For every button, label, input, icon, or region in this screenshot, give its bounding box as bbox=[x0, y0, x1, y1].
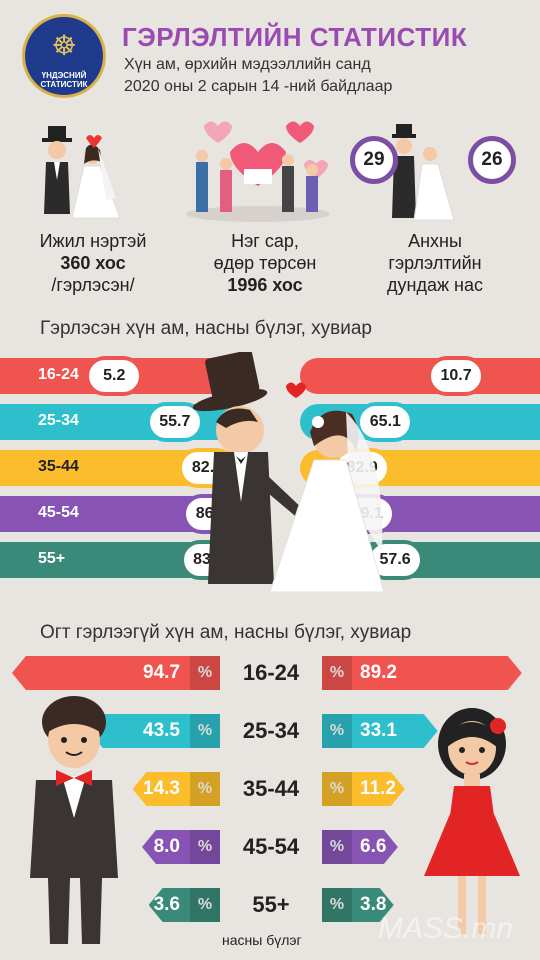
bride-groom-small-icon bbox=[392, 124, 455, 221]
married-category-label: 55+ bbox=[38, 550, 66, 567]
same-birthday-stat: Нэг сар, өдөр төрсөн 1996 хос bbox=[180, 230, 350, 296]
same-name-stat: Ижил нэртэй 360 хос /гэрлэсэн/ bbox=[18, 230, 168, 296]
hearts-crowd-icon bbox=[186, 121, 330, 222]
avg-age-line2: гэрлэлтийн bbox=[388, 253, 482, 273]
unmarried-male-pct: % bbox=[190, 656, 220, 690]
unmarried-male-pct: % bbox=[190, 830, 220, 864]
married-bar-right-16-24 bbox=[300, 358, 540, 394]
logo: ☸ ҮНДЭСНИЙ СТАТИСТИК bbox=[22, 14, 106, 98]
unmarried-female-bar: 89.2 bbox=[352, 656, 522, 690]
same-birthday-line2: өдөр төрсөн bbox=[213, 253, 317, 273]
married-category-label: 35-44 bbox=[38, 458, 79, 475]
unmarried-female-pct: % bbox=[322, 714, 352, 748]
unmarried-female-pct: % bbox=[322, 830, 352, 864]
boy-illustration bbox=[30, 696, 118, 944]
subtitle-1: Хүн ам, өрхийн мэдээллийн санд bbox=[124, 56, 371, 73]
same-birthday-line1: Нэг сар, bbox=[231, 231, 299, 251]
unmarried-category-label: 25-34 bbox=[242, 718, 300, 743]
logo-text-2: СТАТИСТИК bbox=[40, 80, 88, 89]
soyombo-icon: ☸ bbox=[51, 29, 77, 62]
unmarried-male-bar: 14.3 bbox=[132, 772, 190, 806]
age-group-footer: насны бүлэг bbox=[222, 932, 302, 948]
wedding-couple-icon bbox=[42, 126, 121, 219]
married-category-label: 25-34 bbox=[38, 412, 79, 429]
married-section-title: Гэрлэсэн хүн ам, насны бүлэг, хувиар bbox=[40, 318, 372, 339]
unmarried-female-pct: % bbox=[322, 772, 352, 806]
same-name-line1: Ижил нэртэй bbox=[39, 231, 147, 251]
same-birthday-line3: 1996 хос bbox=[227, 275, 303, 295]
unmarried-female-bar: 11.2 bbox=[352, 772, 405, 806]
female-avg-age-badge: 26 bbox=[468, 136, 516, 184]
unmarried-category-label: 35-44 bbox=[242, 776, 300, 801]
unmarried-female-pct: % bbox=[322, 888, 352, 922]
unmarried-male-pct: % bbox=[190, 714, 220, 748]
unmarried-male-bar: 3.6 bbox=[148, 888, 190, 922]
unmarried-female-bar: 33.1 bbox=[352, 714, 438, 748]
unmarried-category-label: 16-24 bbox=[242, 660, 300, 685]
married-male-value: 5.2 bbox=[85, 356, 144, 396]
unmarried-male-pct: % bbox=[190, 888, 220, 922]
married-female-value: 10.7 bbox=[427, 356, 486, 396]
avg-age-line1: Анхны bbox=[408, 231, 462, 251]
girl-illustration bbox=[424, 708, 520, 934]
unmarried-male-bar: 8.0 bbox=[142, 830, 190, 864]
married-female-value: 65.1 bbox=[356, 402, 415, 442]
same-name-line3: /гэрлэсэн/ bbox=[51, 275, 135, 295]
logo-text-1: ҮНДЭСНИЙ bbox=[41, 71, 87, 80]
page-title: ГЭРЛЭЛТИЙН СТАТИСТИК bbox=[122, 22, 468, 52]
unmarried-category-label: 55+ bbox=[252, 892, 290, 917]
unmarried-category-label: 45-54 bbox=[242, 834, 300, 859]
unmarried-female-pct: % bbox=[322, 656, 352, 690]
avg-age-stat: Анхны гэрлэлтийн дундаж нас bbox=[360, 230, 510, 296]
watermark: MASS.mn bbox=[378, 912, 514, 945]
same-name-line2: 360 хос bbox=[60, 253, 126, 273]
male-avg-age-badge: 29 bbox=[350, 136, 398, 184]
subtitle-2: 2020 оны 2 сарын 14 -ний байдлаар bbox=[124, 78, 393, 95]
unmarried-section-title: Огт гэрлээгүй хүн ам, насны бүлэг, хувиа… bbox=[40, 622, 412, 643]
avg-age-line3: дундаж нас bbox=[387, 275, 483, 295]
unmarried-male-pct: % bbox=[190, 772, 220, 806]
couple-illustration bbox=[192, 352, 385, 593]
unmarried-female-bar: 6.6 bbox=[352, 830, 398, 864]
unmarried-male-bar: 94.7 bbox=[11, 656, 190, 690]
married-category-label: 45-54 bbox=[38, 504, 79, 521]
married-category-label: 16-24 bbox=[38, 366, 79, 383]
